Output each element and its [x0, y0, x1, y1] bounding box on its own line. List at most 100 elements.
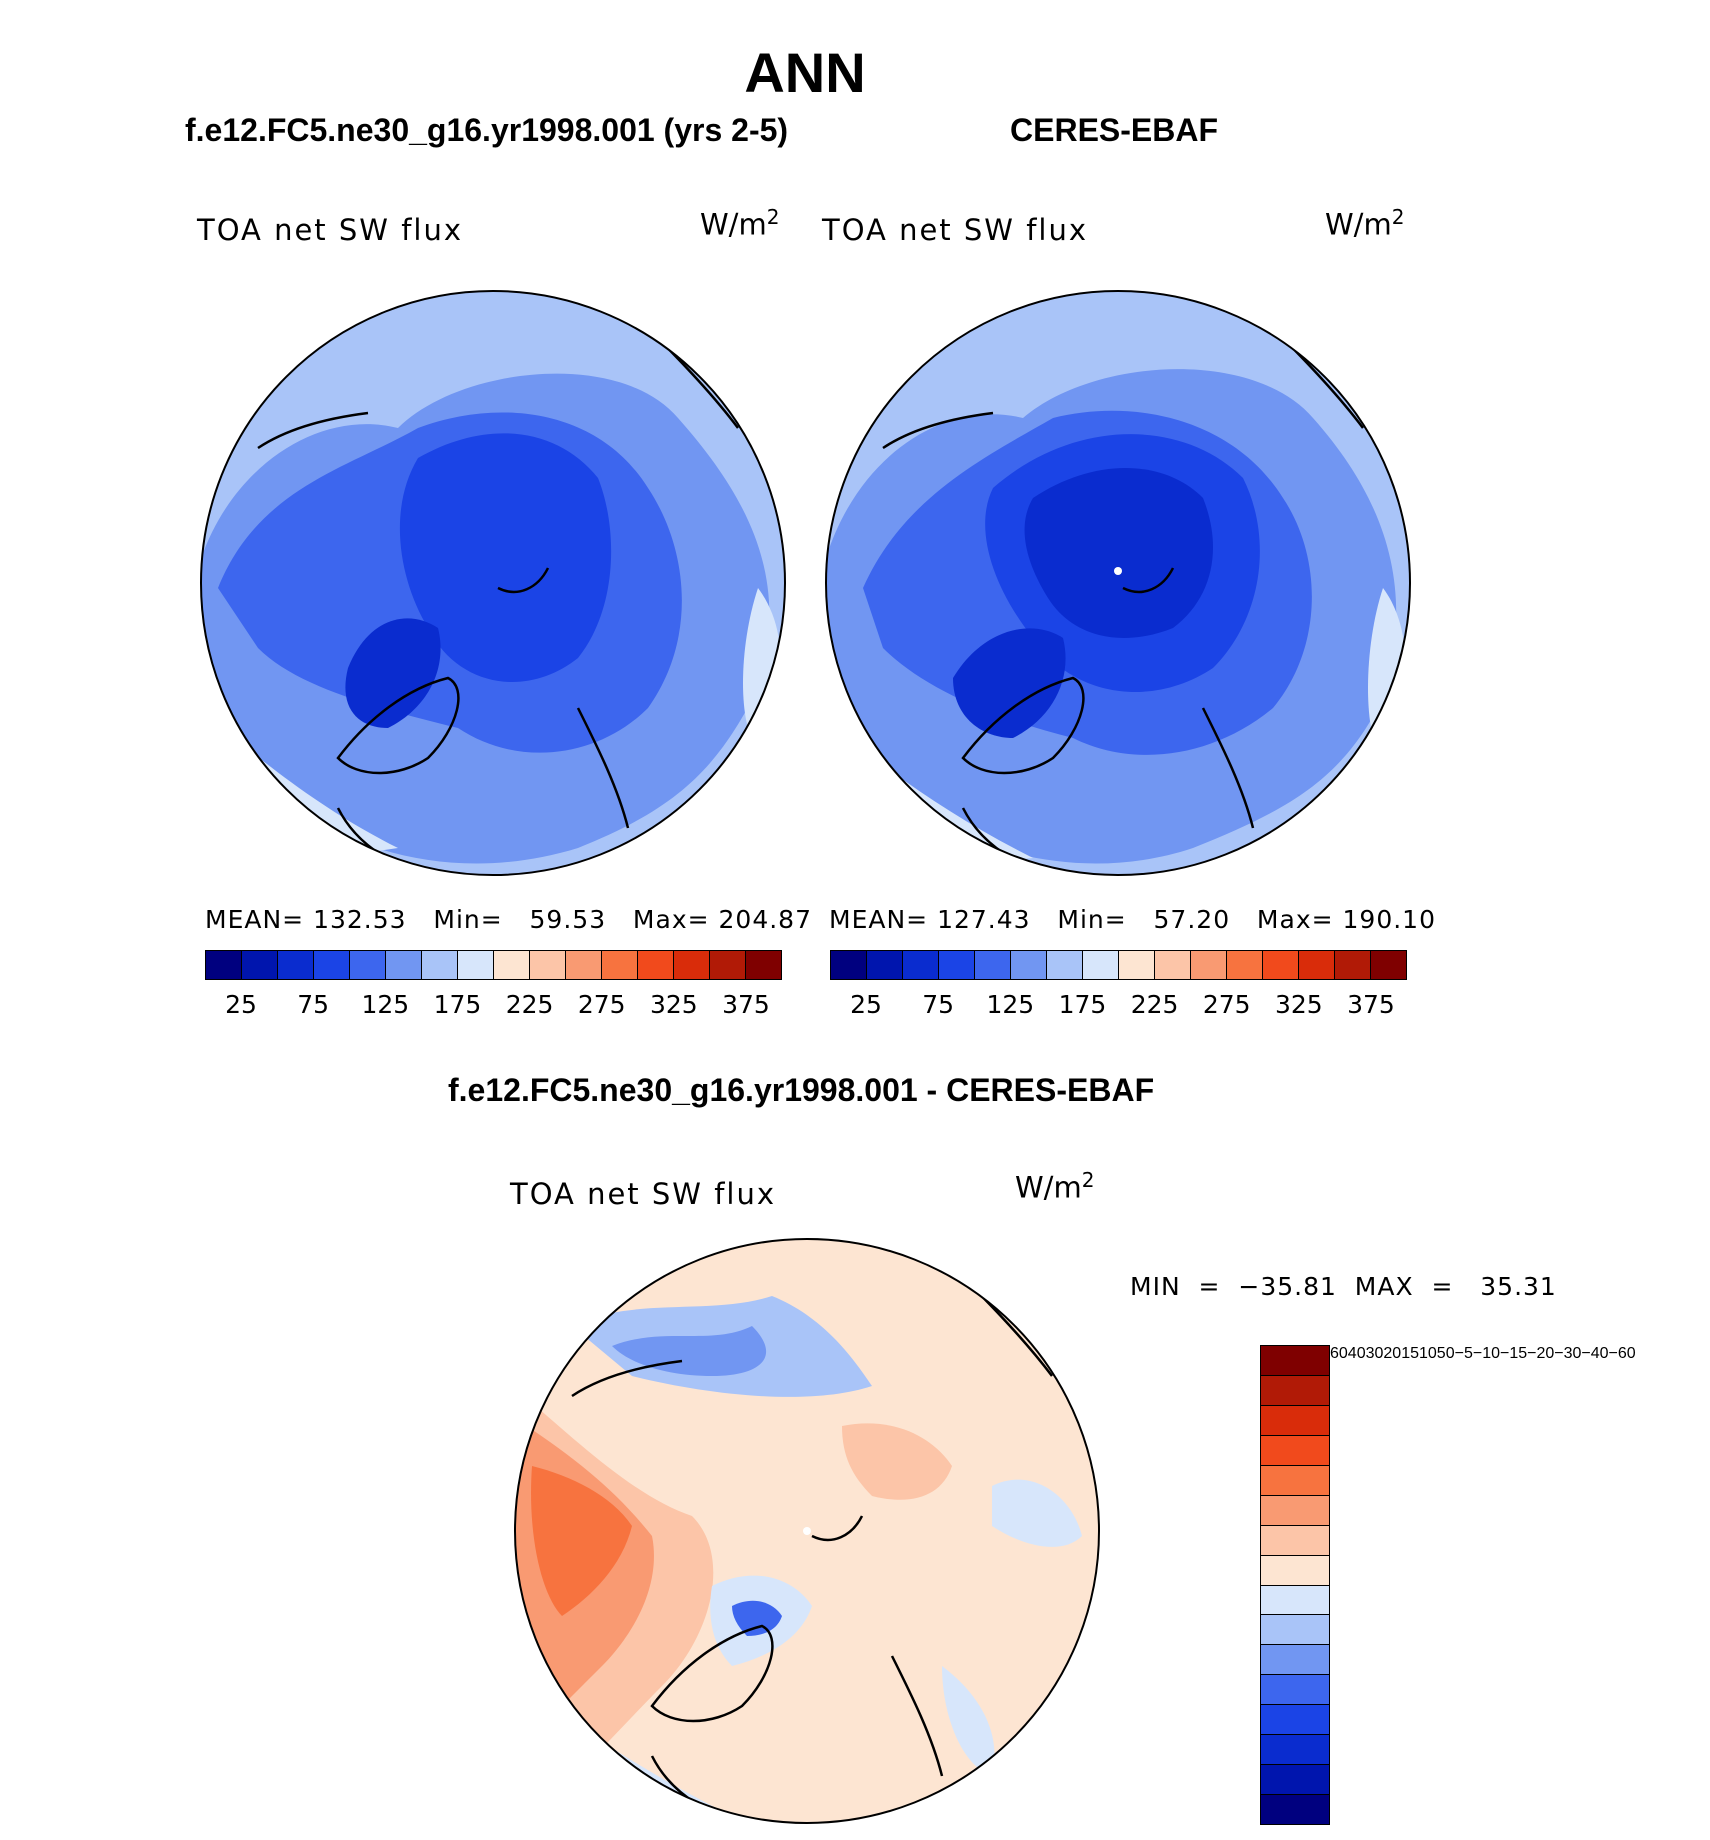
colorbar-tick-label: 175	[1058, 990, 1107, 1019]
diff-panel-stats: MIN = −35.81 MAX = 35.31	[1130, 1272, 1557, 1301]
colorbar-tick-label: −40	[1581, 1345, 1609, 1362]
colorbar-swatch	[673, 951, 709, 979]
colorbar-swatch	[1261, 1704, 1329, 1735]
colorbar-tick-label: 60	[1330, 1345, 1348, 1362]
colorbar-swatch	[1261, 1764, 1329, 1795]
colorbar-swatch	[1370, 951, 1406, 979]
colorbar-swatch	[938, 951, 974, 979]
diff-panel-unit: W/m2	[1015, 1168, 1095, 1205]
colorbar-tick-label: 20	[1383, 1345, 1402, 1362]
right-panel-variable-label: TOA net SW flux	[822, 213, 1089, 247]
colorbar-swatch	[1261, 1584, 1329, 1615]
colorbar-tick-label: −60	[1608, 1345, 1636, 1362]
colorbar-tick-label: −10	[1472, 1345, 1500, 1362]
right-panel-stats: MEAN= 127.43 Min= 57.20 Max= 190.10	[829, 905, 1436, 934]
colorbar-swatch	[1261, 1794, 1329, 1824]
colorbar-tick-label: 325	[649, 990, 698, 1019]
colorbar-swatch	[1261, 1674, 1329, 1705]
colorbar-swatch	[421, 951, 457, 979]
colorbar-swatch	[529, 951, 565, 979]
colorbar-swatch	[1261, 1434, 1329, 1465]
colorbar-tick-label: 5	[1436, 1345, 1446, 1362]
colorbar-swatch	[241, 951, 277, 979]
colorbar-swatch	[1262, 951, 1298, 979]
colorbar-swatch	[902, 951, 938, 979]
colorbar-swatch	[1261, 1346, 1329, 1375]
colorbar-swatch	[974, 951, 1010, 979]
colorbar-swatch	[565, 951, 601, 979]
colorbar-tick-label: 25	[225, 990, 257, 1019]
colorbar-swatch	[709, 951, 745, 979]
colorbar-swatch	[637, 951, 673, 979]
colorbar-swatch	[313, 951, 349, 979]
left-polar-map	[200, 290, 786, 876]
colorbar-swatch	[206, 951, 241, 979]
colorbar-swatch	[1118, 951, 1154, 979]
difference-polar-map	[514, 1238, 1100, 1824]
right-polar-map	[825, 290, 1411, 876]
left-colorbar	[205, 950, 782, 980]
right-colorbar	[830, 950, 1407, 980]
colorbar-swatch	[831, 951, 866, 979]
colorbar-swatch	[1046, 951, 1082, 979]
colorbar-tick-label: −30	[1554, 1345, 1582, 1362]
colorbar-swatch	[1334, 951, 1370, 979]
left-panel-variable-label: TOA net SW flux	[197, 213, 464, 247]
colorbar-swatch	[1082, 951, 1118, 979]
colorbar-tick-label: 225	[505, 990, 554, 1019]
colorbar-swatch	[601, 951, 637, 979]
colorbar-tick-label: 10	[1418, 1345, 1437, 1362]
colorbar-tick-label: −20	[1527, 1345, 1555, 1362]
colorbar-tick-label: 0	[1445, 1345, 1455, 1362]
right-panel-unit: W/m2	[1325, 205, 1405, 242]
colorbar-swatch	[1261, 1734, 1329, 1765]
colorbar-tick-label: 30	[1365, 1345, 1384, 1362]
diff-panel-variable-label: TOA net SW flux	[510, 1177, 777, 1211]
colorbar-swatch	[1261, 1404, 1329, 1435]
colorbar-swatch	[457, 951, 493, 979]
colorbar-swatch	[1010, 951, 1046, 979]
diff-colorbar	[1260, 1345, 1330, 1825]
left-colorbar-ticks: 25 75 125 175 225 275 325 375	[205, 990, 780, 1020]
colorbar-tick-label: 75	[297, 990, 330, 1019]
diff-colorbar-ticks: 60403020151050−5−10−15−20−30−40−60	[1330, 1345, 1636, 1823]
colorbar-swatch	[1261, 1524, 1329, 1555]
colorbar-swatch	[745, 951, 781, 979]
colorbar-tick-label: 275	[577, 990, 626, 1019]
colorbar-tick-label: 40	[1347, 1345, 1366, 1362]
colorbar-swatch	[385, 951, 421, 979]
colorbar-swatch	[1261, 1644, 1329, 1675]
right-panel-subtitle: CERES-EBAF	[1010, 112, 1219, 148]
right-colorbar-ticks: 25 75 125 175 225 275 325 375	[830, 990, 1405, 1020]
colorbar-swatch	[1190, 951, 1226, 979]
colorbar-swatch	[1261, 1374, 1329, 1405]
colorbar-swatch	[277, 951, 313, 979]
colorbar-swatch	[1154, 951, 1190, 979]
colorbar-swatch	[1261, 1464, 1329, 1495]
colorbar-tick-label: 25	[850, 990, 882, 1019]
left-panel-subtitle: f.e12.FC5.ne30_g16.yr1998.001 (yrs 2-5)	[185, 112, 789, 148]
colorbar-tick-label: 175	[433, 990, 482, 1019]
colorbar-swatch	[493, 951, 529, 979]
page-title: ANN	[744, 41, 866, 104]
colorbar-tick-label: 125	[986, 990, 1035, 1019]
diff-panel-subtitle: f.e12.FC5.ne30_g16.yr1998.001 - CERES-EB…	[448, 1072, 1155, 1108]
colorbar-tick-label: 75	[922, 990, 955, 1019]
left-panel-unit: W/m2	[700, 205, 780, 242]
colorbar-swatch	[1261, 1614, 1329, 1645]
colorbar-tick-label: 375	[722, 990, 770, 1019]
colorbar-tick-label: −5	[1454, 1345, 1473, 1362]
colorbar-swatch	[1298, 951, 1334, 979]
colorbar-swatch	[1261, 1554, 1329, 1585]
colorbar-tick-label: 375	[1347, 990, 1395, 1019]
colorbar-tick-label: 325	[1274, 990, 1323, 1019]
colorbar-swatch	[349, 951, 385, 979]
left-panel-stats: MEAN= 132.53 Min= 59.53 Max= 204.87	[205, 905, 812, 934]
colorbar-tick-label: 15	[1401, 1345, 1419, 1362]
colorbar-swatch	[866, 951, 902, 979]
colorbar-tick-label: −15	[1499, 1345, 1528, 1362]
colorbar-swatch	[1226, 951, 1262, 979]
colorbar-tick-label: 125	[361, 990, 410, 1019]
colorbar-tick-label: 225	[1130, 990, 1179, 1019]
colorbar-swatch	[1261, 1494, 1329, 1525]
